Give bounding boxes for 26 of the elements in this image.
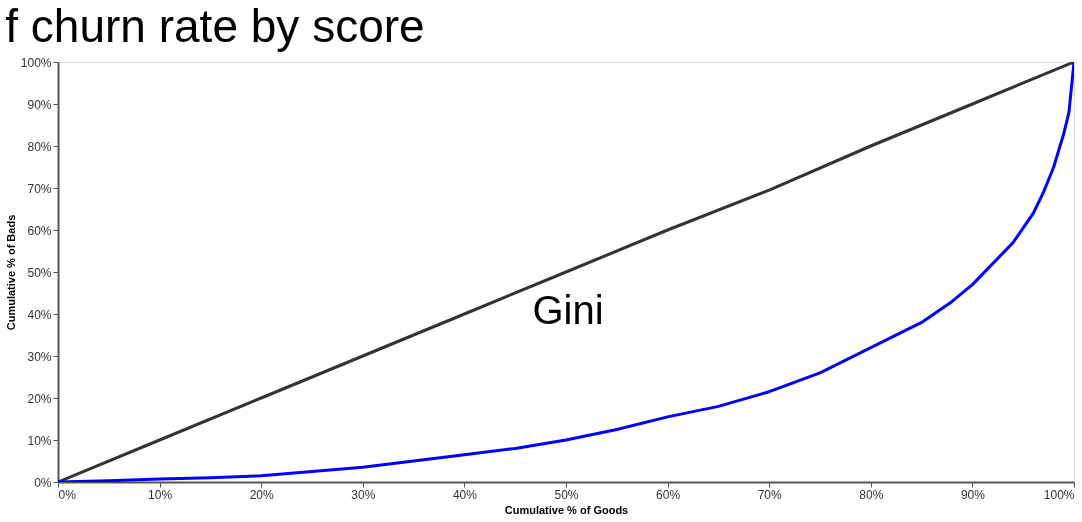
y-tick-label: 20% [27, 391, 52, 406]
x-tick-label: 40% [452, 487, 478, 502]
x-tick-label: 80% [859, 487, 884, 502]
y-tick-label: 10% [27, 433, 52, 448]
y-tick-label: 40% [27, 307, 52, 322]
y-tick-label: 70% [27, 181, 52, 196]
y-tick-label: 30% [27, 349, 52, 364]
y-axis-title: Cumulative % of Bads [4, 214, 17, 331]
x-tick-label: 30% [351, 487, 376, 502]
x-tick-label: 90% [960, 487, 986, 502]
y-tick-label: 0% [34, 475, 52, 490]
x-tick-label: 10% [148, 487, 173, 502]
y-tick-label: 90% [27, 97, 52, 112]
x-tick-label: 60% [656, 487, 681, 502]
x-tick-label: 20% [249, 487, 275, 502]
y-tick-label: 100% [20, 55, 52, 70]
x-tick-label: 100% [1043, 487, 1075, 502]
x-tick-label: 0% [58, 487, 77, 502]
x-tick-label: 50% [554, 487, 579, 502]
y-tick-label: 50% [27, 265, 52, 280]
x-axis-title: Cumulative % of Goods [504, 503, 629, 516]
annotation: Gini [532, 288, 604, 332]
chart-title: f churn rate by score [5, 0, 425, 52]
y-tick-label: 80% [27, 139, 52, 154]
y-tick-label: 60% [27, 223, 52, 238]
x-tick-label: 70% [757, 487, 783, 502]
